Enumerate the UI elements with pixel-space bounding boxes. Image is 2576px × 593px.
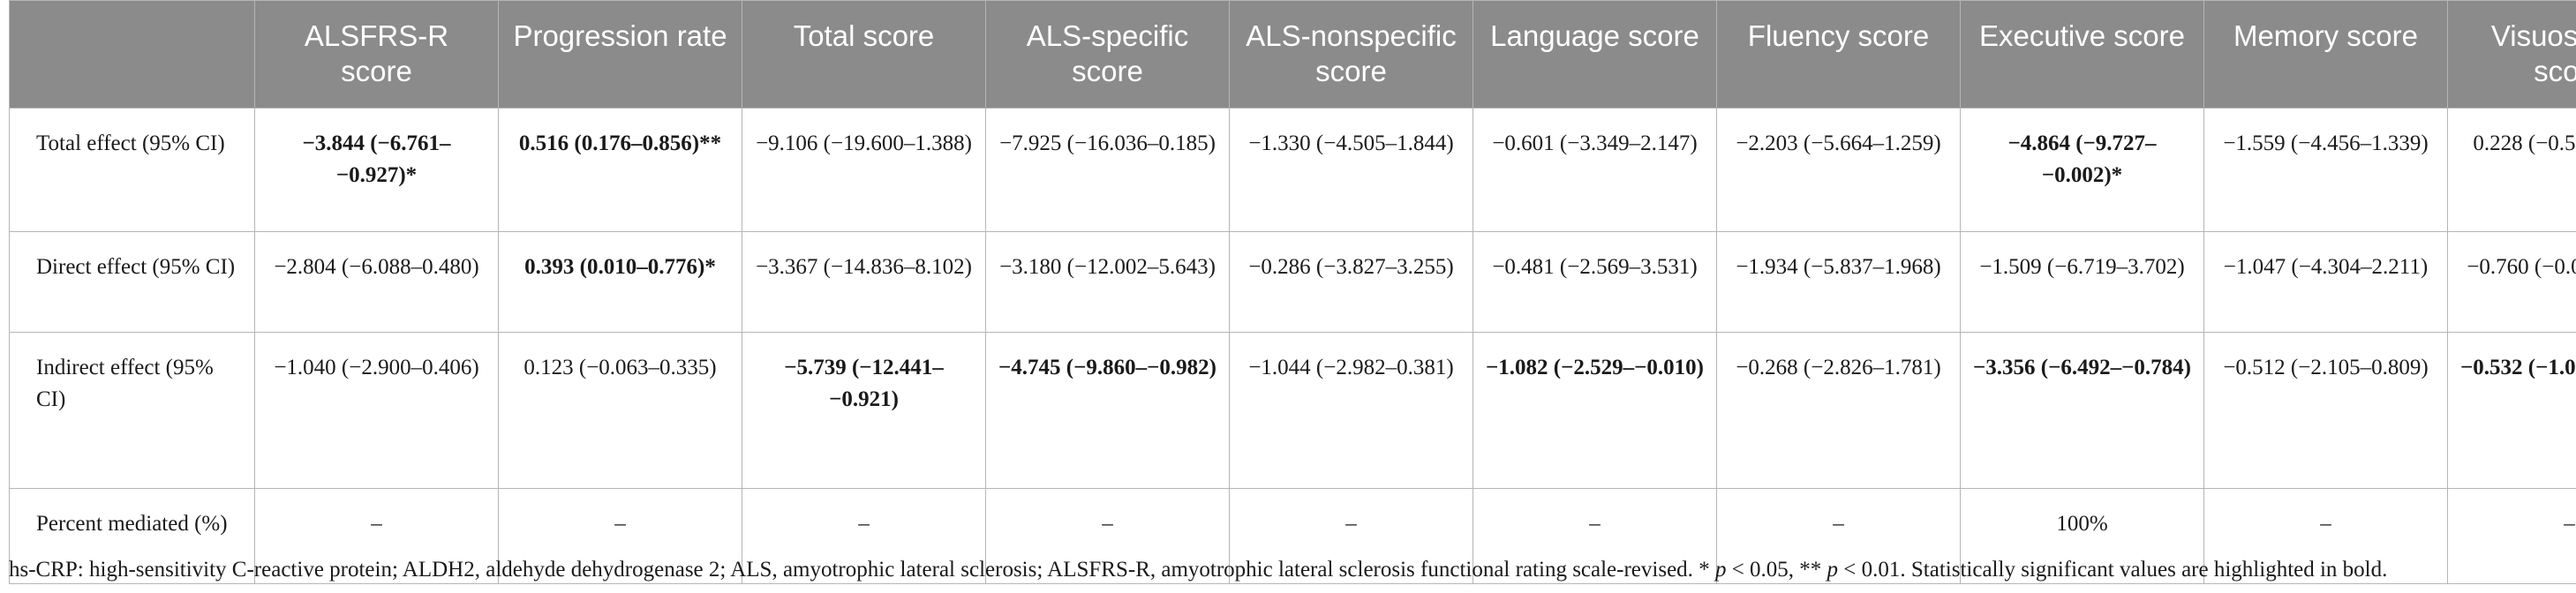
table-cell: −9.106 (−19.600–1.388): [742, 108, 986, 232]
table-cell: –: [254, 488, 499, 584]
column-header: Memory score: [2203, 0, 2448, 109]
table-row: Percent mediated (%) – – – – – – –100% – –: [9, 488, 2576, 584]
footnote-significance-2: < 0.01. Statistically significant values…: [1838, 558, 2388, 582]
table-cell: −2.203 (−5.664–1.259): [1716, 108, 1961, 232]
row-label: Indirect effect (95% CI): [9, 332, 255, 489]
table-cell: −0.601 (−3.349–2.147): [1473, 108, 1717, 232]
table-row: Total effect (95% CI) −3.844 (−6.761–−0.9…: [9, 108, 2576, 232]
table-cell: −0.512 (−2.105–0.809): [2203, 332, 2448, 489]
table-cell: −4.745 (−9.860–−0.982): [985, 332, 1230, 489]
table-cell: −7.925 (−16.036–0.185): [985, 108, 1230, 232]
row-label: Total effect (95% CI): [9, 108, 255, 232]
table-row: Indirect effect (95% CI) −1.040 (−2.900–0…: [9, 332, 2576, 489]
table-cell: –: [742, 488, 986, 584]
table-body: Total effect (95% CI) −3.844 (−6.761–−0.9…: [9, 108, 2576, 584]
table-cell: –: [985, 488, 1230, 584]
column-header: Visuospatial score: [2447, 0, 2576, 109]
table-cell: −0.760 (−0.061–1.581): [2447, 231, 2576, 333]
footnote-significance-prefix: *: [1699, 558, 1715, 582]
table-cell: 100%: [1960, 488, 2204, 584]
table-cell: −5.739 (−12.441–−0.921): [742, 332, 986, 489]
table-cell: –: [2203, 488, 2448, 584]
table-cell: –: [1229, 488, 1473, 584]
footnote-abbreviations: hs-CRP: high-sensitivity C-reactive prot…: [9, 558, 1693, 582]
table-cell: −1.040 (−2.900–0.406): [254, 332, 499, 489]
column-header: Progression rate: [498, 0, 742, 109]
results-table: ALSFRS-R score Progression rate Total scor…: [9, 0, 2576, 584]
table-cell: 0.516 (0.176–0.856)**: [498, 108, 742, 232]
column-header: Fluency score: [1716, 0, 1961, 109]
table-cell: −0.481 (−2.569–3.531): [1473, 231, 1717, 333]
table-footnote: hs-CRP: high-sensitivity C-reactive prot…: [9, 554, 2567, 586]
table-cell: −3.844 (−6.761–−0.927)*: [254, 108, 499, 232]
table-cell: −1.082 (−2.529–−0.010): [1473, 332, 1717, 489]
row-label: Direct effect (95% CI): [9, 231, 255, 333]
table-cell: −1.934 (−5.837–1.968): [1716, 231, 1961, 333]
table-cell: −1.044 (−2.982–0.381): [1229, 332, 1473, 489]
column-header: ALSFRS-R score: [254, 0, 499, 109]
table-cell: −2.804 (−6.088–0.480): [254, 231, 499, 333]
footnote-p-symbol-1: p: [1714, 558, 1727, 582]
column-header: ALS-nonspecific score: [1229, 0, 1473, 109]
table-cell: −1.047 (−4.304–2.211): [2203, 231, 2448, 333]
table-cell: −0.286 (−3.827–3.255): [1229, 231, 1473, 333]
column-header: Language score: [1473, 0, 1717, 109]
table-cell: 0.228 (−0.538–0.995): [2447, 108, 2576, 232]
table-cell: 0.393 (0.010–0.776)*: [498, 231, 742, 333]
table-cell: −0.532 (−1.017–−0.139): [2447, 332, 2576, 489]
column-header: ALS-specific score: [985, 0, 1230, 109]
table-cell: −3.356 (−6.492–−0.784): [1960, 332, 2204, 489]
table-cell: −1.559 (−4.456–1.339): [2203, 108, 2448, 232]
header-row: ALSFRS-R score Progression rate Total scor…: [9, 0, 2576, 109]
header-corner-cell: [9, 0, 255, 109]
table-cell: –: [1716, 488, 1961, 584]
results-table-container: ALSFRS-R score Progression rate Total scor…: [9, 0, 2576, 584]
table-cell: −3.367 (−14.836–8.102): [742, 231, 986, 333]
table-cell: −0.268 (−2.826–1.781): [1716, 332, 1961, 489]
table-cell: −1.330 (−4.505–1.844): [1229, 108, 1473, 232]
footnote-significance-1: < 0.05, **: [1726, 558, 1827, 582]
table-row: Direct effect (95% CI) −2.804 (−6.088–0.4…: [9, 231, 2576, 333]
table-cell: −4.864 (−9.727–−0.002)*: [1960, 108, 2204, 232]
column-header: Executive score: [1960, 0, 2204, 109]
footnote-p-symbol-2: p: [1827, 558, 1839, 582]
column-header: Total score: [742, 0, 986, 109]
row-label: Percent mediated (%): [9, 488, 255, 584]
table-cell: –: [2447, 488, 2576, 584]
table-cell: −3.180 (−12.002–5.643): [985, 231, 1230, 333]
table-cell: 0.123 (−0.063–0.335): [498, 332, 742, 489]
table-cell: −1.509 (−6.719–3.702): [1960, 231, 2204, 333]
